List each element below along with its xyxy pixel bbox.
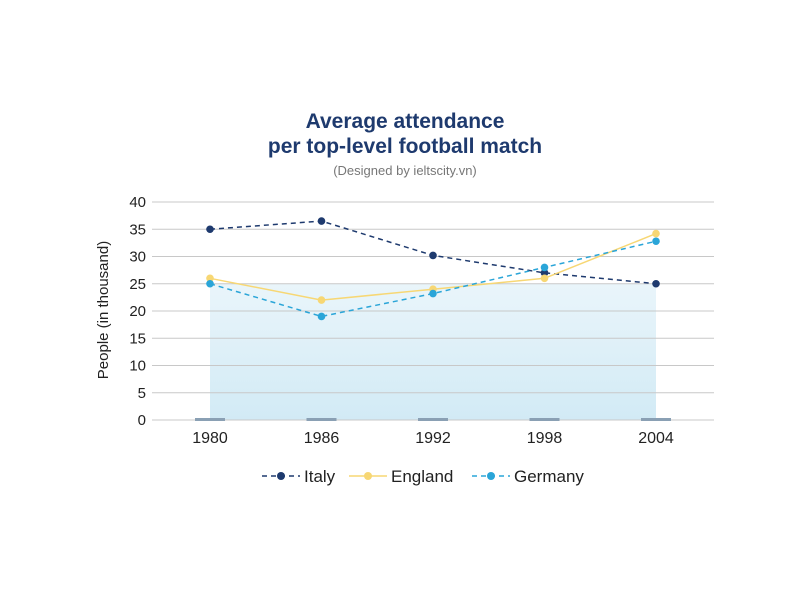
- area-backdrop: [210, 283, 656, 420]
- legend-label: Germany: [514, 467, 584, 486]
- legend-label: Italy: [304, 467, 336, 486]
- data-point-england: [652, 229, 660, 238]
- data-point-england: [540, 274, 549, 283]
- data-point-england: [206, 274, 214, 283]
- legend-item-italy: Italy: [262, 467, 336, 486]
- x-tick-mark: [306, 418, 337, 421]
- series-layer: [206, 217, 660, 321]
- data-point-italy: [540, 269, 549, 277]
- series-germany: [206, 237, 660, 321]
- legend-item-germany: Germany: [472, 467, 584, 486]
- x-tick-label: 1992: [415, 430, 451, 447]
- x-tick-layer: 1980 1986 1992 1998 2004: [192, 418, 674, 447]
- data-point-italy: [206, 225, 214, 234]
- series-italy: [206, 217, 660, 288]
- x-tick-label: 2004: [638, 430, 674, 447]
- legend-item-england: England: [349, 467, 453, 486]
- y-tick-label: 0: [138, 412, 146, 429]
- legend-marker: [487, 472, 495, 480]
- chart-title-line-2: per top-level football match: [268, 135, 542, 158]
- legend: Italy England Germany: [262, 467, 584, 486]
- legend-marker: [277, 472, 285, 480]
- y-tick-label: 20: [129, 303, 146, 320]
- y-tick-label: 25: [129, 276, 146, 293]
- y-axis-label: People (in thousand): [95, 241, 112, 379]
- y-tick-label: 10: [129, 358, 146, 375]
- x-tick-label: 1986: [304, 430, 340, 447]
- legend-label: England: [391, 467, 453, 486]
- x-tick-mark: [641, 418, 671, 421]
- grid-layer: [152, 201, 714, 421]
- x-tick-label: 1998: [527, 430, 563, 447]
- data-point-england: [317, 296, 326, 304]
- data-point-italy: [429, 251, 437, 260]
- chart-subtitle: (Designed by ieltscity.vn): [333, 163, 477, 178]
- x-tick-mark: [529, 418, 560, 421]
- x-tick-mark: [418, 418, 448, 421]
- data-point-italy: [652, 279, 660, 288]
- data-point-italy: [317, 217, 326, 225]
- y-tick-label: 30: [129, 249, 146, 266]
- x-tick-label: 1980: [192, 430, 228, 447]
- data-point-germany: [652, 237, 660, 246]
- series-line-germany: [209, 240, 657, 318]
- y-tick-label: 5: [138, 385, 146, 402]
- y-tick-layer: 0 5 10 15 20 25 30 35 40: [129, 194, 146, 429]
- y-tick-label: 15: [129, 330, 146, 347]
- area-fill-layer: [210, 283, 656, 420]
- y-tick-label: 40: [129, 194, 146, 211]
- y-tick-label: 35: [129, 221, 146, 238]
- chart-title-line-1: Average attendance: [306, 110, 505, 133]
- legend-marker: [364, 472, 372, 480]
- data-point-germany: [429, 289, 437, 298]
- series-england: [206, 229, 660, 304]
- data-point-germany: [540, 263, 549, 272]
- data-point-germany: [317, 312, 326, 321]
- x-tick-mark: [195, 418, 225, 421]
- data-point-germany: [206, 279, 214, 288]
